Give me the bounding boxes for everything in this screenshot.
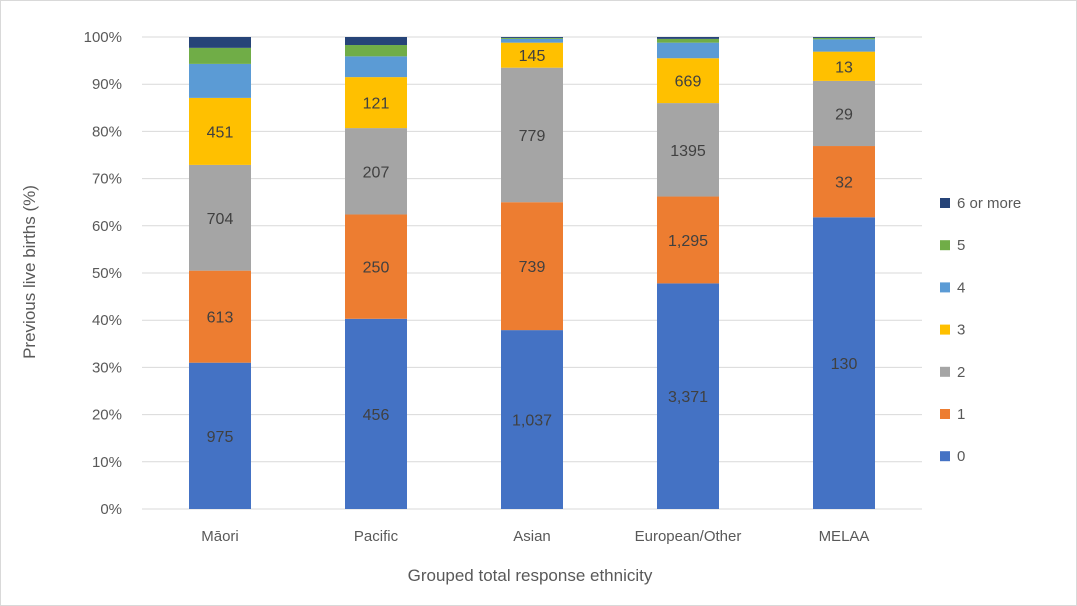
x-tick-label: MELAA xyxy=(819,528,870,545)
bar-segment xyxy=(189,63,251,98)
bar-segment xyxy=(501,67,563,203)
y-tick-label: 30% xyxy=(92,359,122,376)
data-label: 1,037 xyxy=(512,413,552,430)
data-label: 1395 xyxy=(670,143,706,160)
data-label: 1,295 xyxy=(668,233,708,250)
x-tick-label: Pacific xyxy=(354,528,399,545)
x-tick-label: Asian xyxy=(513,528,551,545)
bar-segment xyxy=(345,214,407,319)
bar-segment xyxy=(501,330,563,509)
bar-segment xyxy=(189,164,251,271)
bar-segment xyxy=(501,38,563,43)
y-tick-label: 60% xyxy=(92,218,122,235)
data-label: 451 xyxy=(207,124,234,141)
legend-swatch xyxy=(940,198,950,208)
data-labels: 975 613 704 451 456 250 207 121 1,037 739 779 145 3,… xyxy=(207,48,858,446)
y-axis-title: Previous live births (%) xyxy=(20,185,39,359)
legend-label: 4 xyxy=(957,279,965,296)
bar-segment xyxy=(813,51,875,81)
bar-segment xyxy=(189,37,251,48)
data-label: 456 xyxy=(363,407,390,424)
legend-label: 2 xyxy=(957,364,965,381)
y-tick-label: 10% xyxy=(92,454,122,471)
data-label: 29 xyxy=(835,106,853,123)
bars xyxy=(189,37,875,509)
data-label: 613 xyxy=(207,310,234,327)
bar-segment xyxy=(501,202,563,331)
legend: 6 or more 5 4 3 2 1 0 xyxy=(940,195,1021,465)
bar-segment xyxy=(189,362,251,509)
bar-segment xyxy=(813,37,875,40)
y-tick-label: 100% xyxy=(84,29,122,46)
bar-segment xyxy=(189,47,251,64)
legend-swatch xyxy=(940,282,950,293)
y-tick-label: 40% xyxy=(92,312,122,329)
bar-segment xyxy=(813,39,875,52)
bar-segment xyxy=(345,56,407,78)
bar-segment xyxy=(813,217,875,509)
data-label: 250 xyxy=(363,260,390,277)
legend-swatch xyxy=(940,409,950,419)
x-axis-ticks: Māori Pacific Asian European/Other MELAA xyxy=(201,528,869,545)
legend-label: 1 xyxy=(957,406,965,423)
y-tick-label: 90% xyxy=(92,76,122,93)
legend-swatch xyxy=(940,324,950,335)
y-tick-label: 80% xyxy=(92,123,122,140)
x-axis-title: Grouped total response ethnicity xyxy=(408,566,653,585)
legend-label: 5 xyxy=(957,237,965,254)
x-tick-label: Māori xyxy=(201,528,239,545)
data-label: 669 xyxy=(675,74,702,91)
bar-segment xyxy=(657,103,719,197)
bar-segment xyxy=(501,37,563,39)
data-label: 145 xyxy=(519,48,546,65)
legend-label: 6 or more xyxy=(957,195,1021,212)
data-label: 130 xyxy=(831,356,858,373)
data-label: 13 xyxy=(835,59,853,76)
bar-segment xyxy=(189,270,251,363)
data-label: 739 xyxy=(519,259,546,276)
legend-label: 3 xyxy=(957,322,965,339)
bar-segment xyxy=(345,77,407,129)
bar-segment xyxy=(501,42,563,68)
bar-segment xyxy=(657,196,719,284)
y-tick-label: 20% xyxy=(92,407,122,424)
legend-swatch xyxy=(940,451,950,462)
legend-swatch xyxy=(940,366,950,377)
bar-segment xyxy=(189,97,251,165)
legend-swatch xyxy=(940,240,950,251)
data-label: 704 xyxy=(207,211,234,228)
bar-segment xyxy=(345,37,407,46)
bar-segment xyxy=(657,42,719,59)
bar-segment xyxy=(813,80,875,147)
data-label: 975 xyxy=(207,429,234,446)
data-label: 3,371 xyxy=(668,389,708,406)
bar-segment xyxy=(657,37,719,39)
bar-segment xyxy=(345,45,407,57)
data-label: 779 xyxy=(519,128,546,145)
y-tick-label: 0% xyxy=(100,501,122,518)
bar-segment xyxy=(345,318,407,509)
bar-segment xyxy=(657,283,719,509)
bar-segment xyxy=(657,58,719,104)
y-tick-label: 70% xyxy=(92,171,122,188)
y-tick-label: 50% xyxy=(92,265,122,282)
legend-label: 0 xyxy=(957,448,965,465)
data-label: 207 xyxy=(363,164,390,181)
bar-segment xyxy=(813,146,875,218)
data-label: 121 xyxy=(363,96,390,113)
data-label: 32 xyxy=(835,175,853,192)
bar-segment xyxy=(657,38,719,43)
bar-segment xyxy=(501,37,563,38)
y-axis-ticks: 0% 10% 20% 30% 40% 50% 60% 70% 80% 90% 100% xyxy=(84,29,122,518)
x-tick-label: European/Other xyxy=(635,528,742,545)
bar-segment xyxy=(813,37,875,38)
bar-segment xyxy=(345,128,407,215)
